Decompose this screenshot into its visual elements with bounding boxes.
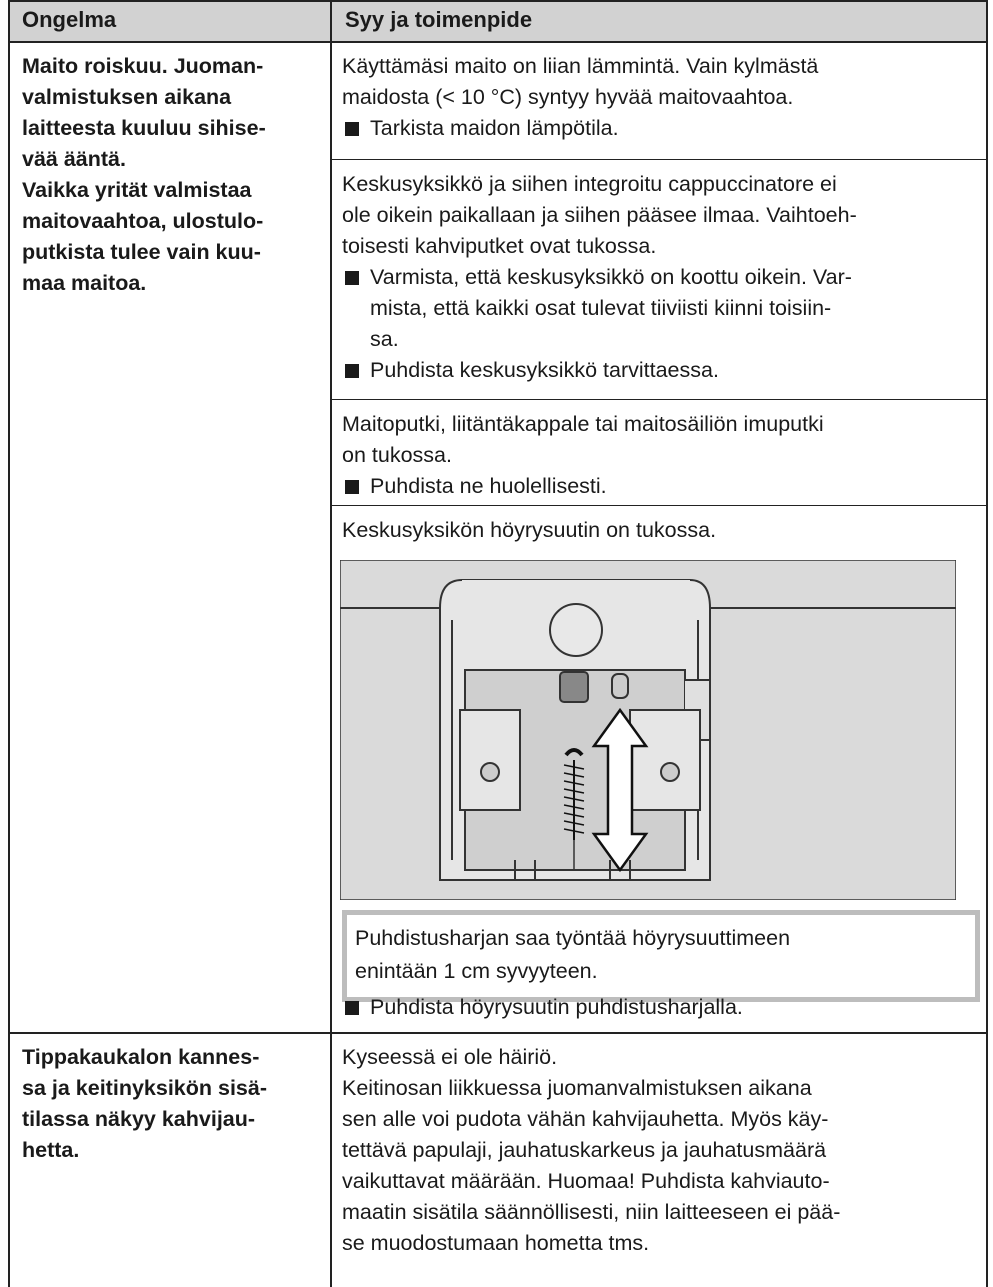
action-line: Puhdista keskusyksikkö tarvittaessa. — [370, 358, 719, 382]
problem-line: Maito roiskuu. Juoman- — [22, 54, 264, 78]
cause-line: Kyseessä ei ole häiriö. — [342, 1045, 558, 1069]
note-box — [342, 910, 980, 1002]
cause-line: on tukossa. — [342, 443, 452, 467]
cause-line: maatin sisätila säännöllisesti, niin lai… — [342, 1200, 841, 1224]
cause-line: Maitoputki, liitäntäkappale tai maitosäi… — [342, 412, 824, 436]
rule — [330, 0, 332, 1287]
rule — [986, 0, 988, 1287]
rule — [8, 0, 988, 2]
note-line: Puhdistusharjan saa työntää höyrysuuttim… — [355, 926, 791, 950]
problem-line: vää ääntä. — [22, 147, 126, 171]
problem-line: sa ja keitinyksikön sisä- — [22, 1076, 267, 1100]
action-line: Varmista, että keskusyksikkö on koottu o… — [370, 265, 852, 289]
action-line: Puhdista ne huolellisesti. — [370, 474, 607, 498]
illustration — [340, 560, 956, 900]
cause-line: toisesti kahviputket ovat tukossa. — [342, 234, 657, 258]
action-line: mista, että kaikki osat tulevat tiiviist… — [370, 296, 832, 320]
problem-line: Tippakaukalon kannes- — [22, 1045, 260, 1069]
rule — [8, 1032, 988, 1034]
rule — [330, 399, 988, 400]
problem-line: valmistuksen aikana — [22, 85, 232, 109]
rule — [8, 41, 988, 43]
cause-line: Keskusyksikkö ja siihen integroitu cappu… — [342, 172, 837, 196]
problem-line: maitovaahtoa, ulostulo- — [22, 209, 264, 233]
rule — [330, 159, 988, 160]
action-line: Tarkista maidon lämpötila. — [370, 116, 619, 140]
cause-line: tettävä papulaji, jauhatuskarkeus ja jau… — [342, 1138, 827, 1162]
problem-line: tilassa näkyy kahvijau- — [22, 1107, 256, 1131]
action-line: sa. — [370, 327, 399, 351]
action-line: Puhdista höyrysuutin puhdistusharjalla. — [370, 995, 743, 1019]
cause-line: sen alle voi pudota vähän kahvijauhetta.… — [342, 1107, 829, 1131]
problem-line: putkista tulee vain kuu- — [22, 240, 261, 264]
header-bg — [8, 0, 988, 42]
rule — [330, 1032, 988, 1033]
cause-line: maidosta (< 10 °C) syntyy hyvää maitovaa… — [342, 85, 794, 109]
cause-line: Käyttämäsi maito on liian lämmintä. Vain… — [342, 54, 819, 78]
rule — [330, 505, 988, 506]
bullet — [345, 122, 359, 136]
cause-line: vaikuttavat määrään. Huomaa! Puhdista ka… — [342, 1169, 830, 1193]
problem-line: Vaikka yrität valmistaa — [22, 178, 252, 202]
cause-line: Keitinosan liikkuessa juomanvalmistuksen… — [342, 1076, 812, 1100]
problem-line: maa maitoa. — [22, 271, 147, 295]
cause-line: se muodostumaan hometta tms. — [342, 1231, 650, 1255]
cause-line: Keskusyksikön höyrysuutin on tukossa. — [342, 518, 717, 542]
header-cell: Ongelma — [22, 7, 117, 32]
bullet — [345, 1001, 359, 1015]
problem-line: hetta. — [22, 1138, 80, 1162]
problem-line: laitteesta kuuluu sihise- — [22, 116, 266, 140]
note-line: enintään 1 cm syvyyteen. — [355, 959, 598, 983]
bullet — [345, 480, 359, 494]
bullet — [345, 271, 359, 285]
rule — [8, 0, 10, 1287]
header-cell: Syy ja toimenpide — [345, 7, 533, 32]
cause-line: ole oikein paikallaan ja siihen pääsee i… — [342, 203, 857, 227]
bullet — [345, 364, 359, 378]
